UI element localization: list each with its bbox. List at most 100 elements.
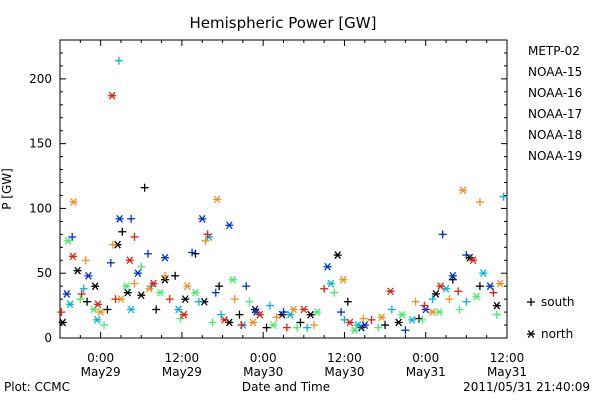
- y-axis-label: P [GW]: [0, 168, 14, 210]
- data-point-south: [57, 308, 66, 317]
- data-point-south: [79, 284, 88, 293]
- data-point-north: [91, 282, 100, 291]
- data-point-south: [108, 240, 117, 249]
- data-point-south: [489, 288, 498, 297]
- data-point-north: [125, 256, 134, 265]
- legend-entry: NOAA-18: [528, 128, 582, 142]
- data-point-south: [242, 282, 251, 291]
- y-tick-label: 100: [29, 201, 52, 215]
- data-point-south: [381, 321, 390, 330]
- data-point-south: [401, 326, 410, 335]
- data-points: [57, 56, 508, 335]
- data-point-north: [289, 305, 298, 314]
- data-point-south: [111, 295, 120, 304]
- data-point-south: [194, 297, 203, 306]
- data-point-south: [462, 251, 471, 260]
- data-point-north: [323, 262, 332, 271]
- legend-entry: METP-02: [528, 44, 580, 58]
- data-point-south: [76, 295, 85, 304]
- data-point-south: [114, 56, 123, 65]
- data-point-south: [282, 323, 291, 332]
- data-point-south: [211, 288, 220, 297]
- data-point-north: [64, 236, 73, 245]
- x-tick-time-label: 0:00: [250, 351, 277, 365]
- data-point-north: [306, 310, 315, 319]
- data-point-south: [127, 214, 136, 223]
- data-point-north: [127, 305, 136, 314]
- series-noaa-19: [57, 91, 498, 332]
- data-point-south: [367, 315, 376, 324]
- data-point-north: [339, 275, 348, 284]
- data-point-north: [408, 315, 417, 324]
- data-point-south: [191, 249, 200, 258]
- data-point-north: [435, 308, 444, 316]
- data-point-south: [100, 321, 109, 330]
- data-point-north: [68, 252, 77, 261]
- x-axis-label: Date and Time: [242, 380, 330, 394]
- data-point-north: [350, 326, 359, 335]
- data-point-north: [255, 310, 264, 319]
- data-point-north: [469, 256, 478, 265]
- marker-legend: south north: [527, 295, 575, 341]
- timestamp: 2011/05/31 21:40:09: [463, 380, 590, 394]
- legend-entry: NOAA-15: [528, 65, 582, 79]
- data-point-south: [320, 284, 329, 293]
- data-point-north: [269, 321, 278, 329]
- x-tick-time-label: 0:00: [412, 351, 439, 365]
- data-point-south: [130, 279, 139, 288]
- data-point-north: [486, 282, 495, 291]
- x-tick-time-label: 12:00: [327, 351, 362, 365]
- data-point-south: [296, 318, 305, 327]
- data-point-south: [103, 305, 112, 314]
- data-point-south: [171, 271, 180, 280]
- data-point-north: [394, 318, 403, 327]
- data-point-north: [115, 214, 124, 223]
- data-point-south: [374, 323, 383, 332]
- data-point-south: [83, 297, 92, 306]
- data-point-north: [179, 310, 188, 319]
- data-point-north: [133, 269, 142, 278]
- x-tick-date-label: May31: [487, 365, 527, 379]
- data-point-south: [208, 318, 217, 327]
- plot-credit: Plot: CCMC: [4, 380, 70, 394]
- data-point-south: [237, 321, 246, 330]
- series-noaa-15: [62, 214, 495, 335]
- data-point-south: [448, 275, 457, 284]
- data-point-north: [345, 318, 354, 327]
- data-point-south: [176, 314, 185, 323]
- marker-legend-label: north: [541, 327, 573, 341]
- data-point-south: [527, 298, 535, 306]
- data-point-north: [93, 300, 102, 309]
- data-point-south: [475, 197, 484, 206]
- data-point-north: [333, 251, 342, 259]
- data-point-south: [203, 230, 212, 239]
- x-tick-time-label: 0:00: [87, 351, 114, 365]
- data-point-north: [431, 290, 440, 298]
- x-tick-date-label: May30: [243, 365, 283, 379]
- data-point-north: [360, 321, 369, 329]
- data-point-north: [472, 292, 481, 301]
- legend: METP-02 NOAA-15 NOAA-16 NOAA-17 NOAA-18 NOAA-…: [528, 44, 582, 163]
- data-point-north: [66, 300, 75, 309]
- data-point-north: [479, 269, 488, 278]
- data-point-south: [230, 295, 239, 304]
- data-point-north: [326, 279, 335, 288]
- data-point-south: [130, 232, 139, 241]
- data-point-north: [181, 295, 190, 304]
- x-tick-date-label: May31: [406, 365, 446, 379]
- data-point-south: [420, 301, 429, 310]
- data-point-north: [183, 282, 192, 291]
- data-point-south: [81, 256, 90, 265]
- data-point-south: [475, 282, 484, 291]
- data-point-north: [149, 279, 158, 288]
- data-point-north: [225, 221, 234, 230]
- data-point-south: [137, 262, 146, 271]
- data-point-north: [108, 91, 117, 100]
- x-tick-time-label: 12:00: [490, 351, 525, 365]
- data-point-north: [386, 287, 395, 296]
- data-point-north: [62, 290, 71, 298]
- data-point-north: [160, 253, 169, 262]
- data-point-south: [428, 295, 437, 304]
- data-point-north: [249, 318, 258, 327]
- legend-entry: NOAA-17: [528, 107, 582, 121]
